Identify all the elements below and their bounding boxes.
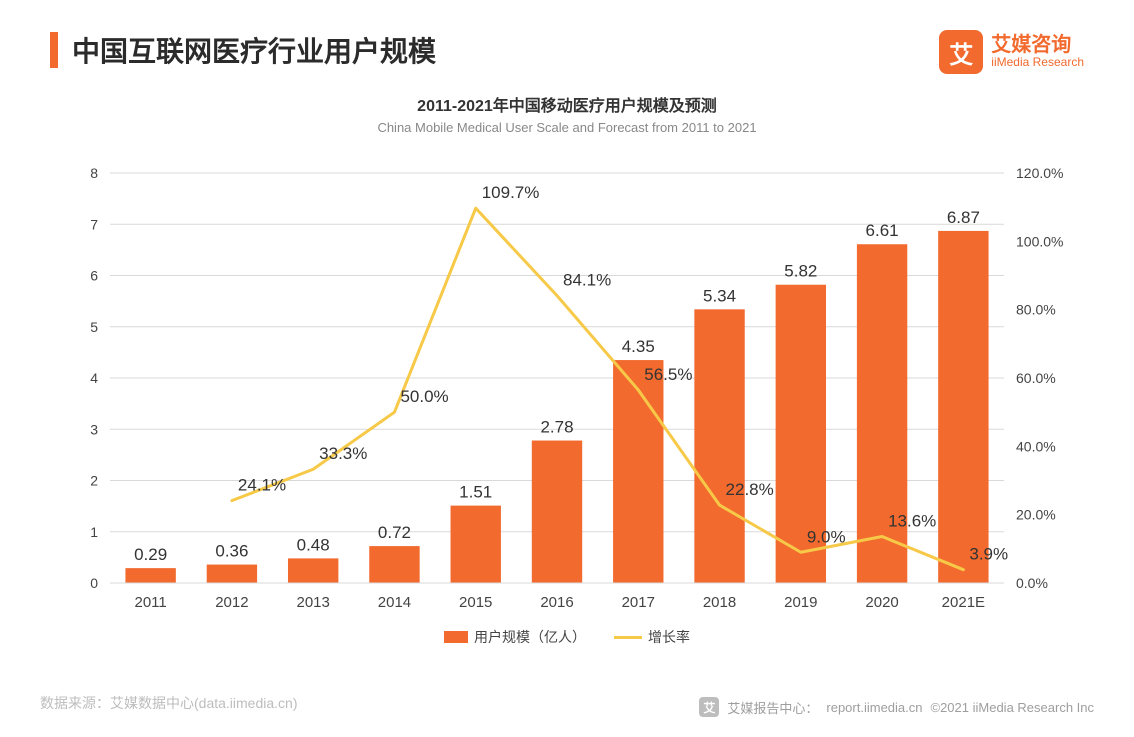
svg-text:2019: 2019 (784, 594, 817, 611)
svg-text:2014: 2014 (378, 594, 411, 611)
chart-legend: 用户规模（亿人） 增长率 (0, 627, 1134, 647)
svg-text:40.0%: 40.0% (1016, 438, 1056, 454)
combo-chart: 0123456780.0%20.0%40.0%60.0%80.0%100.0%1… (60, 153, 1074, 623)
svg-text:3.9%: 3.9% (969, 545, 1008, 564)
svg-text:6: 6 (90, 268, 98, 284)
title-block: 中国互联网医疗行业用户规模 (50, 30, 436, 70)
legend-bar-swatch (444, 631, 468, 643)
svg-text:2013: 2013 (296, 594, 329, 611)
legend-bar: 用户规模（亿人） (444, 627, 586, 647)
svg-text:0.36: 0.36 (215, 542, 248, 561)
data-source: 数据来源：艾媒数据中心(data.iimedia.cn) (40, 693, 298, 713)
svg-text:7: 7 (90, 216, 98, 232)
svg-text:120.0%: 120.0% (1016, 165, 1063, 181)
svg-text:1.51: 1.51 (459, 483, 492, 502)
svg-text:33.3%: 33.3% (319, 444, 367, 463)
svg-text:0.48: 0.48 (297, 535, 330, 554)
svg-text:4: 4 (90, 370, 98, 386)
svg-text:56.5%: 56.5% (644, 365, 692, 384)
svg-text:2012: 2012 (215, 594, 248, 611)
report-prefix: 艾媒报告中心： (727, 698, 818, 717)
logo-icon: 艾 (939, 30, 983, 74)
svg-text:4.35: 4.35 (622, 337, 655, 356)
svg-text:13.6%: 13.6% (888, 512, 936, 531)
footer-credits: 艾 艾媒报告中心： report.iimedia.cn ©2021 iiMedi… (699, 697, 1094, 717)
svg-text:5: 5 (90, 319, 98, 335)
svg-text:2018: 2018 (703, 594, 736, 611)
svg-text:2020: 2020 (865, 594, 898, 611)
chart-svg: 0123456780.0%20.0%40.0%60.0%80.0%100.0%1… (60, 153, 1074, 623)
svg-text:6.61: 6.61 (866, 221, 899, 240)
svg-text:80.0%: 80.0% (1016, 302, 1056, 318)
svg-text:1: 1 (90, 524, 98, 540)
legend-line-label: 增长率 (648, 627, 690, 647)
logo-text-cn: 艾媒咨询 (991, 34, 1084, 56)
svg-text:0.0%: 0.0% (1016, 575, 1048, 591)
report-url: report.iimedia.cn (826, 700, 922, 715)
svg-text:3: 3 (90, 421, 98, 437)
svg-text:84.1%: 84.1% (563, 271, 611, 290)
svg-text:5.34: 5.34 (703, 286, 736, 305)
svg-text:2015: 2015 (459, 594, 492, 611)
svg-text:2.78: 2.78 (540, 418, 573, 437)
svg-text:6.87: 6.87 (947, 208, 980, 227)
title-accent-bar (50, 32, 58, 68)
svg-text:2017: 2017 (622, 594, 655, 611)
chart-title-en: China Mobile Medical User Scale and Fore… (0, 120, 1134, 135)
svg-text:24.1%: 24.1% (238, 476, 286, 495)
svg-text:0: 0 (90, 575, 98, 591)
footer-logo-icon: 艾 (699, 697, 719, 717)
source-text: 艾媒数据中心(data.iimedia.cn) (110, 695, 298, 711)
svg-text:109.7%: 109.7% (482, 183, 540, 202)
page-title: 中国互联网医疗行业用户规模 (72, 30, 436, 70)
svg-text:8: 8 (90, 165, 98, 181)
svg-text:2011: 2011 (135, 594, 167, 611)
legend-line: 增长率 (614, 627, 690, 647)
svg-text:9.0%: 9.0% (807, 527, 846, 546)
svg-text:100.0%: 100.0% (1016, 233, 1063, 249)
logo-text-en: iiMedia Research (991, 56, 1084, 69)
svg-text:5.82: 5.82 (784, 262, 817, 281)
svg-text:2: 2 (90, 473, 98, 489)
chart-title-cn: 2011-2021年中国移动医疗用户规模及预测 (0, 92, 1134, 116)
svg-text:50.0%: 50.0% (400, 387, 448, 406)
brand-logo: 艾 艾媒咨询 iiMedia Research (939, 30, 1084, 74)
svg-text:0.29: 0.29 (134, 545, 167, 564)
legend-line-swatch (614, 636, 642, 639)
svg-text:0.72: 0.72 (378, 523, 411, 542)
copyright: ©2021 iiMedia Research Inc (931, 700, 1095, 715)
svg-text:60.0%: 60.0% (1016, 370, 1056, 386)
svg-text:2016: 2016 (540, 594, 573, 611)
legend-bar-label: 用户规模（亿人） (474, 627, 586, 647)
svg-text:22.8%: 22.8% (726, 480, 774, 499)
svg-text:20.0%: 20.0% (1016, 507, 1056, 523)
svg-text:2021E: 2021E (942, 594, 985, 611)
source-prefix: 数据来源： (40, 695, 110, 711)
